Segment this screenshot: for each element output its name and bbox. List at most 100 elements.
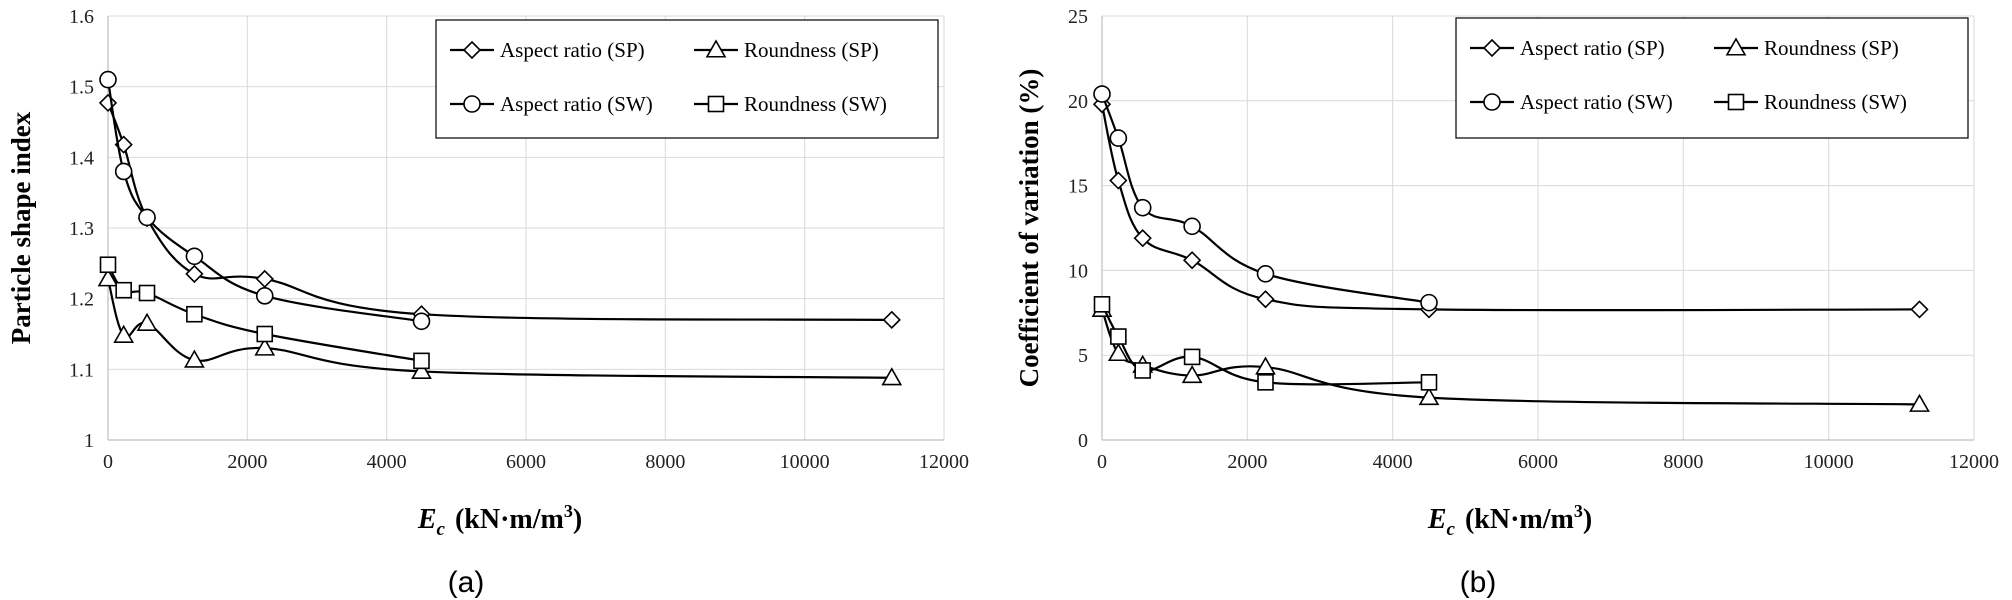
legend-swatch-marker [462,40,482,60]
data-point [881,367,903,386]
data-point [115,281,132,299]
data-point [1107,342,1129,362]
data-point [1418,386,1440,406]
series-line [1100,103,1920,312]
y-tick-label: 20 [1068,91,1088,113]
x-tick-label: 10000 [780,451,830,473]
x-tick-label: 4000 [1373,451,1413,473]
x-axis-label-superscript: 3 [564,501,573,521]
data-point [1420,374,1438,391]
data-point [1256,290,1275,309]
data-point [1182,251,1202,270]
data-point [1109,129,1128,147]
x-axis-label-close: ) [573,504,582,535]
x-tick-label: 8000 [645,451,685,473]
data-point [256,325,274,343]
data-point [1420,293,1438,312]
data-point [1109,171,1128,190]
series-triangle [1091,298,1930,412]
legend-label: Aspect ratio (SW) [500,92,653,116]
data-point [1133,198,1152,217]
data-point [1110,328,1127,345]
legend-item: Aspect ratio (SW) [450,92,653,116]
data-point [136,312,158,331]
y-tick-label: 25 [1068,6,1088,28]
data-point [1183,348,1201,366]
data-point [99,70,117,89]
y-axis-label: Coefficient of variation (%) [1014,69,1044,388]
panel-label: (a) [448,566,485,599]
x-axis-label-units: (kN·m/m [455,504,564,535]
data-point [1183,217,1201,236]
data-point [1909,393,1930,412]
legend-swatch-marker [463,95,481,113]
data-point [412,312,431,331]
legend-swatch-marker [705,39,727,58]
legend: Aspect ratio (SP) Roundness (SP) Aspect ra… [1455,17,1969,139]
y-tick-label: 5 [1078,345,1088,367]
x-axis-label-symbol: E [417,504,437,535]
data-point [98,93,118,113]
data-point [186,305,203,323]
legend-label: Roundness (SP) [744,38,879,62]
panel-label: (b) [1460,566,1497,599]
gridlines [1101,15,1975,441]
y-tick-label: 1.2 [69,289,94,311]
legend-label: Roundness (SW) [744,92,887,116]
series-line [106,79,422,323]
x-tick-label: 12000 [919,451,969,473]
data-point [411,360,432,380]
x-axis-label: Ec (kN·m/m3) [1427,501,1592,540]
legend-item: Roundness (SW) [1714,90,1907,114]
y-tick-label: 1.5 [69,77,94,99]
x-tick-label: 6000 [1518,451,1558,473]
legend-item: Aspect ratio (SW) [1470,90,1673,114]
y-tick-label: 1.6 [69,6,94,28]
y-tick-label: 1.4 [69,147,94,169]
legend-swatch-marker [1483,93,1501,111]
data-point [882,310,901,329]
x-tick-label: 2000 [227,451,267,473]
y-tick-label: 1.1 [69,359,94,381]
data-point [185,264,204,284]
x-tick-label: 4000 [367,451,407,473]
series-triangle [97,268,903,386]
legend-item: Roundness (SW) [694,92,887,116]
data-point [255,287,274,305]
data-point [1910,300,1929,319]
legend: Aspect ratio (SP) Roundness (SP) Aspect ra… [435,19,939,139]
x-tick-label: 2000 [1227,451,1267,473]
data-point [1257,374,1274,391]
legend-swatch-marker [707,95,725,113]
data-point [185,247,204,266]
data-point [254,337,276,356]
data-point [1181,364,1203,384]
x-axis-label-close: ) [1583,504,1592,535]
legend-box [435,19,939,139]
x-axis-label-subscript: c [437,519,446,540]
y-axis-label: Particle shape index [6,111,36,344]
data-point [99,256,117,274]
legend-item: Roundness (SP) [1714,36,1899,60]
y-tick-label: 15 [1068,176,1088,198]
data-point [97,268,119,287]
legend-label: Aspect ratio (SW) [1520,90,1673,114]
legend-label: Roundness (SW) [1764,90,1907,114]
legend-box [1455,17,1969,139]
data-point [113,324,135,343]
legend-label: Roundness (SP) [1764,36,1899,60]
data-point [138,284,156,302]
data-point [114,162,133,181]
x-tick-label: 0 [1097,451,1107,473]
series-line [1100,309,1920,406]
data-point [255,269,274,289]
legend-item: Aspect ratio (SP) [450,38,645,62]
x-axis-label-subscript: c [1447,519,1456,540]
y-tick-label: 1 [84,430,94,452]
legend-swatch-marker [1482,38,1502,58]
data-point [1256,264,1275,283]
data-point [1093,85,1111,103]
legend-item: Roundness (SP) [694,38,879,62]
legend-label: Aspect ratio (SP) [1520,36,1665,60]
